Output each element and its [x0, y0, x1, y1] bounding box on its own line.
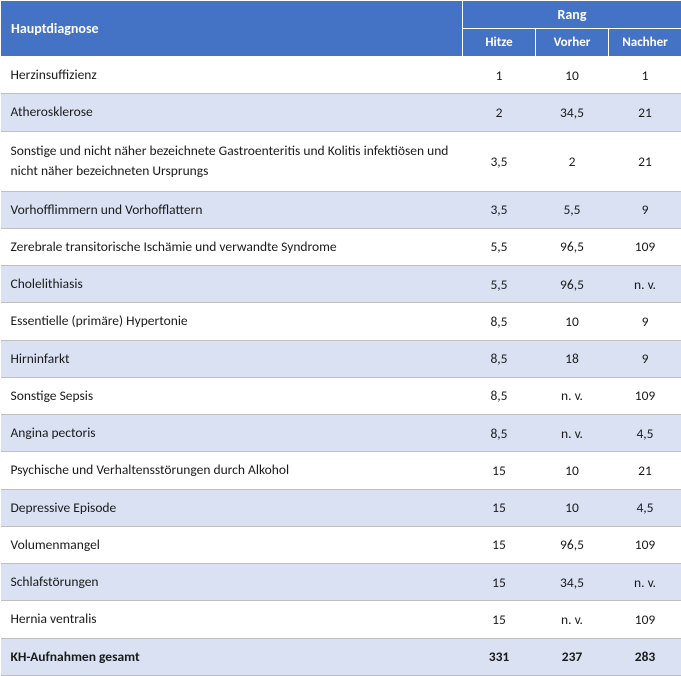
total-label: KH-Aufnahmen gesamt — [1, 638, 463, 675]
table-row: Volumenmangel1596,5109 — [1, 526, 681, 563]
rank-value: 8,5 — [463, 377, 536, 414]
diagnosis-label: Hernia ventralis — [1, 601, 463, 638]
rank-value: 8,5 — [463, 415, 536, 452]
table-row: Sonstige und nicht näher bezeichnete Gas… — [1, 131, 681, 191]
rank-value: 96,5 — [536, 228, 609, 265]
rank-value: 8,5 — [463, 340, 536, 377]
rank-value: 15 — [463, 452, 536, 489]
table-row: Zerebrale transitorische Ischämie und ve… — [1, 228, 681, 265]
rank-value: 1 — [463, 57, 536, 94]
rank-value: 2 — [463, 94, 536, 131]
total-value: 283 — [609, 638, 681, 675]
rank-value: 2 — [536, 131, 609, 191]
rank-value: 109 — [609, 526, 681, 563]
rank-value: n. v. — [536, 415, 609, 452]
rank-value: 5,5 — [463, 228, 536, 265]
table-row: Depressive Episode15104,5 — [1, 489, 681, 526]
rank-value: 21 — [609, 452, 681, 489]
rank-value: n. v. — [536, 601, 609, 638]
rank-value: 15 — [463, 564, 536, 601]
diagnosis-label: Herzinsuffizienz — [1, 57, 463, 94]
rank-value: 15 — [463, 526, 536, 563]
rank-value: 8,5 — [463, 303, 536, 340]
diagnosis-label: Psychische und Verhaltensstörungen durch… — [1, 452, 463, 489]
rank-value: 10 — [536, 303, 609, 340]
rank-value: 18 — [536, 340, 609, 377]
table-row: Hirninfarkt8,5189 — [1, 340, 681, 377]
rank-value: n. v. — [609, 564, 681, 601]
diagnosis-label: Essentielle (primäre) Hypertonie — [1, 303, 463, 340]
rank-value: 10 — [536, 57, 609, 94]
table-row: Atherosklerose234,521 — [1, 94, 681, 131]
header-nachher: Nachher — [609, 29, 681, 57]
rank-value: n. v. — [536, 377, 609, 414]
table-row: Essentielle (primäre) Hypertonie8,5109 — [1, 303, 681, 340]
header-rank: Rang — [463, 1, 681, 29]
rank-value: 21 — [609, 131, 681, 191]
rank-value: 10 — [536, 489, 609, 526]
rank-value: 5,5 — [463, 266, 536, 303]
diagnosis-label: Sonstige Sepsis — [1, 377, 463, 414]
total-value: 331 — [463, 638, 536, 675]
diagnosis-label: Angina pectoris — [1, 415, 463, 452]
table-row: Sonstige Sepsis8,5n. v.109 — [1, 377, 681, 414]
table-row: Herzinsuffizienz1101 — [1, 57, 681, 94]
header-vorher: Vorher — [536, 29, 609, 57]
table-row: Angina pectoris8,5n. v.4,5 — [1, 415, 681, 452]
header-main-diagnosis: Hauptdiagnose — [1, 1, 463, 57]
rank-value: 15 — [463, 489, 536, 526]
rank-value: 1 — [609, 57, 681, 94]
rank-value: 5,5 — [536, 191, 609, 228]
total-value: 237 — [536, 638, 609, 675]
rank-value: 9 — [609, 303, 681, 340]
diagnosis-rank-table: Hauptdiagnose Rang Hitze Vorher Nachher … — [0, 0, 681, 676]
rank-value: 4,5 — [609, 489, 681, 526]
diagnosis-label: Depressive Episode — [1, 489, 463, 526]
rank-value: 9 — [609, 191, 681, 228]
rank-value: 21 — [609, 94, 681, 131]
rank-value: 10 — [536, 452, 609, 489]
table-row: Vorhofflimmern und Vorhofflattern3,55,59 — [1, 191, 681, 228]
diagnosis-label: Schlafstörungen — [1, 564, 463, 601]
rank-value: 34,5 — [536, 94, 609, 131]
rank-value: 3,5 — [463, 191, 536, 228]
rank-value: 34,5 — [536, 564, 609, 601]
diagnosis-label: Vorhofflimmern und Vorhofflattern — [1, 191, 463, 228]
rank-value: 109 — [609, 377, 681, 414]
table-row: Hernia ventralis15n. v.109 — [1, 601, 681, 638]
rank-value: 96,5 — [536, 526, 609, 563]
rank-value: 4,5 — [609, 415, 681, 452]
rank-value: 9 — [609, 340, 681, 377]
diagnosis-label: Hirninfarkt — [1, 340, 463, 377]
rank-value: 15 — [463, 601, 536, 638]
table-row: Cholelithiasis5,596,5n. v. — [1, 266, 681, 303]
header-hitze: Hitze — [463, 29, 536, 57]
rank-value: 96,5 — [536, 266, 609, 303]
diagnosis-label: Cholelithiasis — [1, 266, 463, 303]
table-row: Psychische und Verhaltensstörungen durch… — [1, 452, 681, 489]
table-total-row: KH-Aufnahmen gesamt331237283 — [1, 638, 681, 675]
rank-value: 3,5 — [463, 131, 536, 191]
diagnosis-label: Sonstige und nicht näher bezeichnete Gas… — [1, 131, 463, 191]
diagnosis-label: Volumenmangel — [1, 526, 463, 563]
table-row: Schlafstörungen1534,5n. v. — [1, 564, 681, 601]
diagnosis-label: Zerebrale transitorische Ischämie und ve… — [1, 228, 463, 265]
rank-value: n. v. — [609, 266, 681, 303]
rank-value: 109 — [609, 228, 681, 265]
diagnosis-label: Atherosklerose — [1, 94, 463, 131]
rank-value: 109 — [609, 601, 681, 638]
